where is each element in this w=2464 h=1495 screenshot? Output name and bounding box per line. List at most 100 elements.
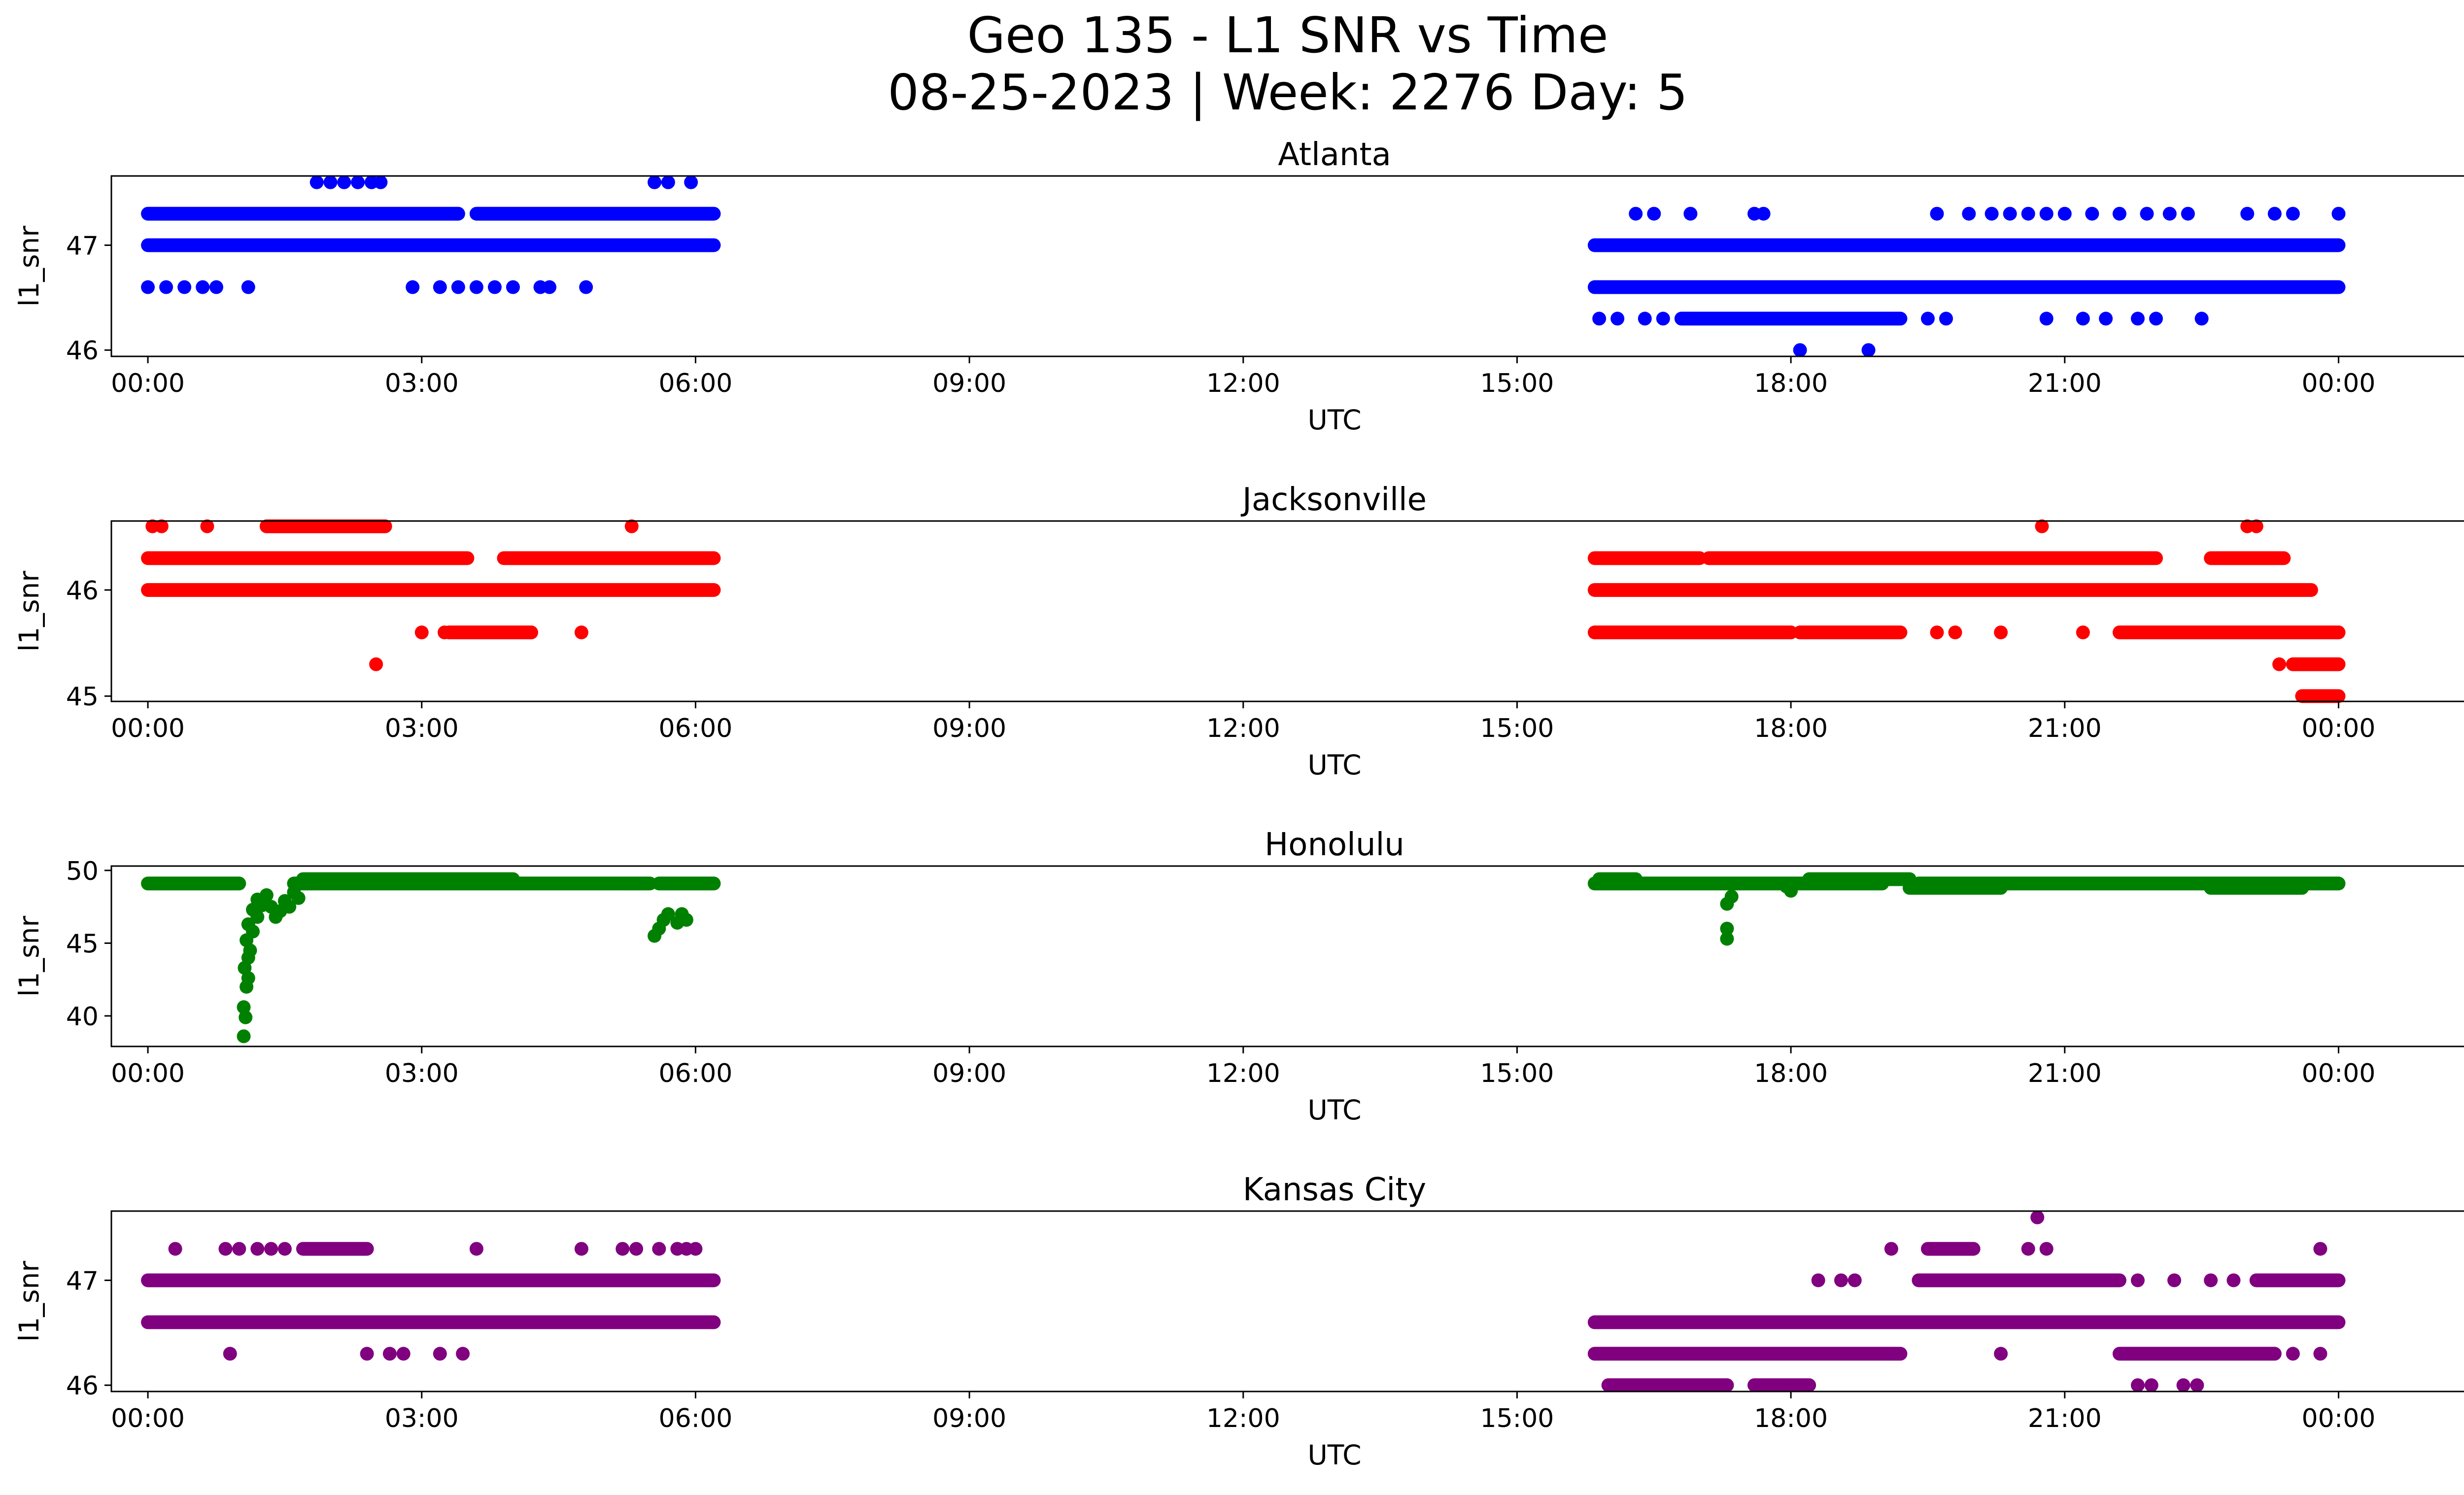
data-point [684, 175, 698, 189]
x-tick-label: 00:00 [2302, 1059, 2376, 1088]
data-point [1724, 889, 1739, 904]
y-axis-label: l1_snr [13, 1261, 45, 1342]
x-tick-label: 21:00 [2028, 1404, 2102, 1433]
data-point [2039, 312, 2053, 326]
x-tick-label: 15:00 [1480, 1059, 1554, 1088]
y-axis-label: l1_snr [13, 226, 45, 307]
subplot-title: Jacksonville [1240, 482, 1427, 518]
data-point [506, 280, 520, 294]
data-point [2076, 626, 2090, 640]
data-point [2240, 207, 2255, 221]
data-point [337, 175, 351, 189]
data-point [237, 1000, 251, 1014]
data-point [1793, 343, 1807, 357]
x-tick-label: 03:00 [385, 1059, 459, 1088]
data-point [264, 1242, 278, 1256]
data-point [2039, 207, 2053, 221]
data-point [2144, 1378, 2158, 1392]
data-point [196, 280, 210, 294]
y-tick-label: 46 [66, 1371, 99, 1401]
x-tick-label: 06:00 [659, 1404, 733, 1433]
data-point [2286, 1347, 2300, 1361]
series-jacksonville [141, 519, 2346, 703]
x-tick-label: 18:00 [1754, 369, 1828, 398]
plot-frame [110, 175, 2464, 357]
y-tick-label: 45 [66, 682, 99, 712]
series-atlanta [141, 175, 2346, 357]
data-point [154, 519, 169, 533]
data-point [487, 280, 502, 294]
data-point [1610, 312, 1625, 326]
x-tick-label: 00:00 [111, 714, 185, 743]
data-point [579, 280, 593, 294]
series-kansas-city [141, 1210, 2346, 1392]
data-point [2226, 1273, 2241, 1287]
data-point [2099, 312, 2113, 326]
subplot-title: Honolulu [1265, 827, 1404, 863]
data-point [200, 519, 214, 533]
data-point [414, 626, 429, 640]
data-point [232, 1242, 246, 1256]
data-point [2204, 1273, 2218, 1287]
data-point [1834, 1273, 1848, 1287]
y-axis-label: l1_snr [13, 916, 45, 997]
x-tick-label: 12:00 [1206, 1059, 1280, 1088]
data-point [2181, 207, 2195, 221]
x-tick-label: 15:00 [1480, 369, 1554, 398]
data-point [1985, 207, 1999, 221]
data-point [543, 280, 557, 294]
data-point [282, 900, 297, 914]
subplot-atlanta: Atlanta 00:00 03:00 06:00 09:00 12:00 15:00 18:… [13, 137, 2464, 436]
data-point [2076, 312, 2090, 326]
x-tick-label: 18:00 [1754, 714, 1828, 743]
x-tick-label: 00:00 [2302, 369, 2376, 398]
data-point [218, 1242, 233, 1256]
data-point [239, 1010, 253, 1024]
data-point [2112, 207, 2126, 221]
data-point [1592, 312, 1607, 326]
data-point [574, 626, 588, 640]
data-point [2190, 1378, 2204, 1392]
data-point [1720, 932, 1734, 946]
data-point [2130, 1378, 2145, 1392]
x-tick-label: 00:00 [111, 1404, 185, 1433]
data-point [2331, 207, 2346, 221]
y-tick-label: 46 [66, 576, 99, 606]
data-point [1811, 1273, 1825, 1287]
data-point [291, 891, 306, 905]
data-point [616, 1242, 630, 1256]
y-tick-label: 40 [66, 1002, 99, 1032]
x-tick-label: 03:00 [385, 714, 459, 743]
x-tick-label: 12:00 [1206, 369, 1280, 398]
x-tick-label: 18:00 [1754, 1404, 1828, 1433]
data-point [1884, 1242, 1898, 1256]
data-point [351, 175, 365, 189]
data-point [2272, 657, 2287, 671]
data-point [1647, 207, 1661, 221]
data-point [1948, 626, 1962, 640]
data-point [382, 1347, 397, 1361]
y-tick-label: 50 [66, 857, 99, 886]
plot-frame [110, 1210, 2464, 1392]
data-point [1994, 1347, 2008, 1361]
data-point [2194, 312, 2209, 326]
x-tick-label: 12:00 [1206, 1404, 1280, 1433]
data-point [369, 657, 383, 671]
data-point [2039, 1242, 2053, 1256]
data-point [2167, 1273, 2182, 1287]
plot-frame [110, 865, 2464, 1047]
x-tick-label: 03:00 [385, 1404, 459, 1433]
data-point [177, 280, 192, 294]
x-tick-label: 15:00 [1480, 1404, 1554, 1433]
data-point [237, 1029, 251, 1043]
x-tick-label: 09:00 [932, 1404, 1006, 1433]
data-point [2313, 1347, 2327, 1361]
data-point [2021, 207, 2035, 221]
x-tick-label: 00:00 [111, 1059, 185, 1088]
data-point [2085, 207, 2099, 221]
data-point [1756, 207, 1771, 221]
data-point [652, 1242, 666, 1256]
data-point [574, 1242, 588, 1256]
data-point [250, 1242, 265, 1256]
